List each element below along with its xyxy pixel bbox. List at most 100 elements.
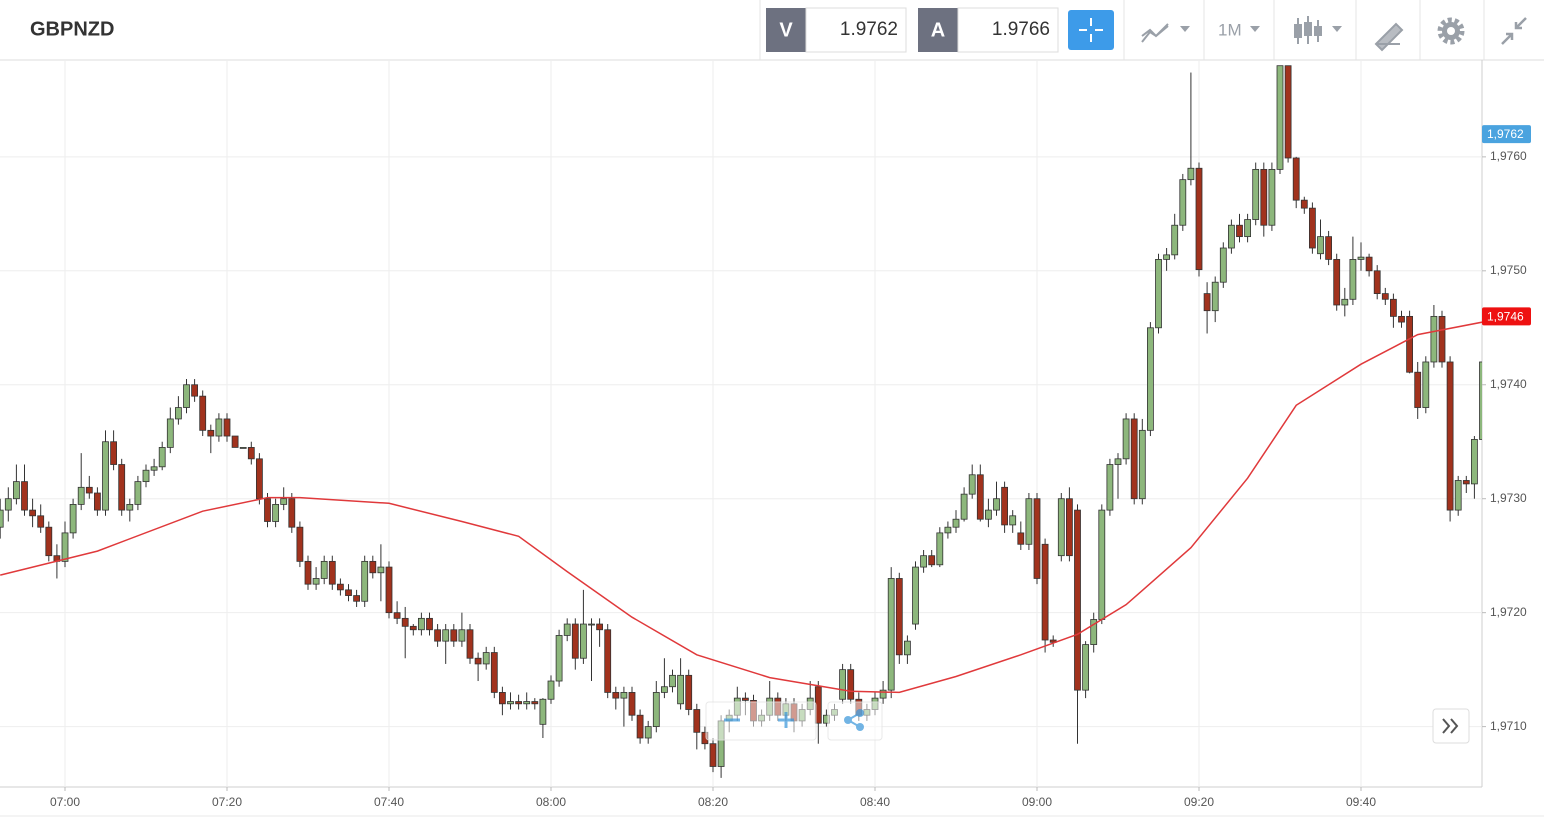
candle-body [369, 560, 377, 574]
candle-icon[interactable] [1294, 24, 1302, 38]
share-dot[interactable] [856, 723, 864, 731]
sell-label[interactable]: V [779, 19, 793, 41]
candle-body [1074, 509, 1081, 691]
candle-body [1049, 639, 1057, 643]
zoom-controls [705, 701, 883, 741]
buy-price[interactable]: 1.9766 [992, 19, 1050, 40]
candle-body [523, 701, 531, 705]
dropdown-arrow[interactable] [1250, 26, 1260, 32]
buy-button[interactable]: A 1.9766 [918, 7, 1059, 53]
candle-body [1211, 281, 1219, 312]
candle-body [936, 532, 944, 566]
candle-body [142, 469, 150, 483]
candle-body [134, 481, 142, 505]
dropdown-arrow[interactable] [1332, 26, 1342, 32]
gear-teeth[interactable] [1437, 17, 1465, 45]
buy-label[interactable]: A [931, 19, 945, 41]
indicator-button[interactable] [1141, 23, 1190, 43]
candle-body [928, 555, 936, 566]
candle-body [985, 509, 992, 520]
share-dot[interactable] [856, 709, 864, 717]
candle-body [1025, 498, 1033, 545]
sell-price[interactable]: 1.9762 [840, 19, 898, 40]
candle-body [952, 518, 960, 528]
candle-body [77, 486, 85, 505]
sell-price-box[interactable] [805, 7, 907, 53]
candle-body [1009, 515, 1017, 526]
x-tick-label: 08:20 [698, 795, 728, 809]
candle-body [693, 709, 701, 733]
candle-body [1292, 157, 1300, 201]
candle-body [507, 701, 514, 705]
candle-body [1471, 439, 1478, 485]
candle-body [628, 692, 636, 716]
chart-type-button[interactable] [1294, 16, 1342, 44]
candle-body [1082, 644, 1089, 691]
candle-body [993, 498, 1000, 511]
scroll-right-button[interactable] [1432, 708, 1470, 744]
candle-body [61, 532, 69, 562]
toolbar: GBPNZD V 1.9762 A 1.9766 1M [0, 0, 1544, 61]
share-dot[interactable] [844, 716, 852, 724]
x-tick-label: 09:20 [1184, 795, 1214, 809]
sell-label-box[interactable] [766, 8, 806, 52]
candle-body [4, 498, 12, 511]
candle-body [1284, 65, 1292, 159]
collapse-button[interactable] [1501, 17, 1527, 45]
sell-button[interactable]: V 1.9762 [766, 7, 907, 53]
candle-body [1365, 256, 1373, 272]
candle-body [1422, 361, 1430, 408]
buy-price-box[interactable] [957, 7, 1059, 53]
candle-body [1066, 498, 1073, 557]
indicator-icon[interactable] [1141, 23, 1169, 43]
candle-body [223, 418, 231, 437]
candle-body [490, 652, 498, 693]
plot-area [0, 65, 1482, 778]
candle-icon[interactable] [1304, 22, 1312, 36]
settings-button[interactable] [1437, 17, 1465, 45]
candle-body [1090, 619, 1098, 645]
candle-body [644, 726, 652, 739]
candle-body [1122, 418, 1130, 460]
candle-body [669, 674, 676, 688]
candle-body [1041, 543, 1049, 641]
crosshair-bg[interactable] [1068, 10, 1114, 50]
candle-body [118, 464, 126, 511]
timeframe[interactable]: 1M [1218, 20, 1242, 39]
zoom-in-button[interactable] [778, 712, 794, 728]
candle-body [588, 623, 595, 626]
candle-body [377, 566, 385, 574]
share-button[interactable] [844, 709, 864, 731]
gear-hole[interactable] [1447, 27, 1455, 35]
candle-body [847, 669, 855, 700]
candle-body [110, 441, 117, 465]
candle-body [1155, 259, 1162, 329]
x-tick-label: 07:20 [212, 795, 242, 809]
candle-body [580, 623, 587, 659]
candle-body [29, 509, 37, 517]
candle-body [1017, 532, 1025, 545]
candle-body [1138, 429, 1146, 500]
scroll-right-bg[interactable] [1432, 708, 1470, 744]
candle-body [555, 635, 563, 682]
grid [0, 60, 1482, 787]
buy-label-box[interactable] [918, 8, 958, 52]
candle-body [1430, 315, 1438, 363]
candle-icon[interactable] [1314, 26, 1322, 36]
candle-body [215, 418, 223, 437]
candle-body [158, 447, 166, 468]
candle-body [166, 418, 174, 448]
crosshair-icon[interactable] [1079, 18, 1103, 42]
candle-body [466, 629, 474, 659]
price-label: 1,9762 [1487, 127, 1524, 141]
candle-body [1462, 480, 1470, 485]
dropdown-arrow[interactable] [1180, 26, 1190, 32]
crosshair-button[interactable] [1068, 10, 1114, 50]
candle-body [320, 560, 328, 579]
timeframe-button[interactable]: 1M [1218, 20, 1260, 39]
draw-tool-button[interactable] [1374, 22, 1404, 52]
candle-body [1373, 270, 1381, 294]
candle-body [1057, 498, 1065, 557]
candle-body [904, 640, 911, 656]
scroll-right-icon[interactable] [1442, 718, 1459, 734]
